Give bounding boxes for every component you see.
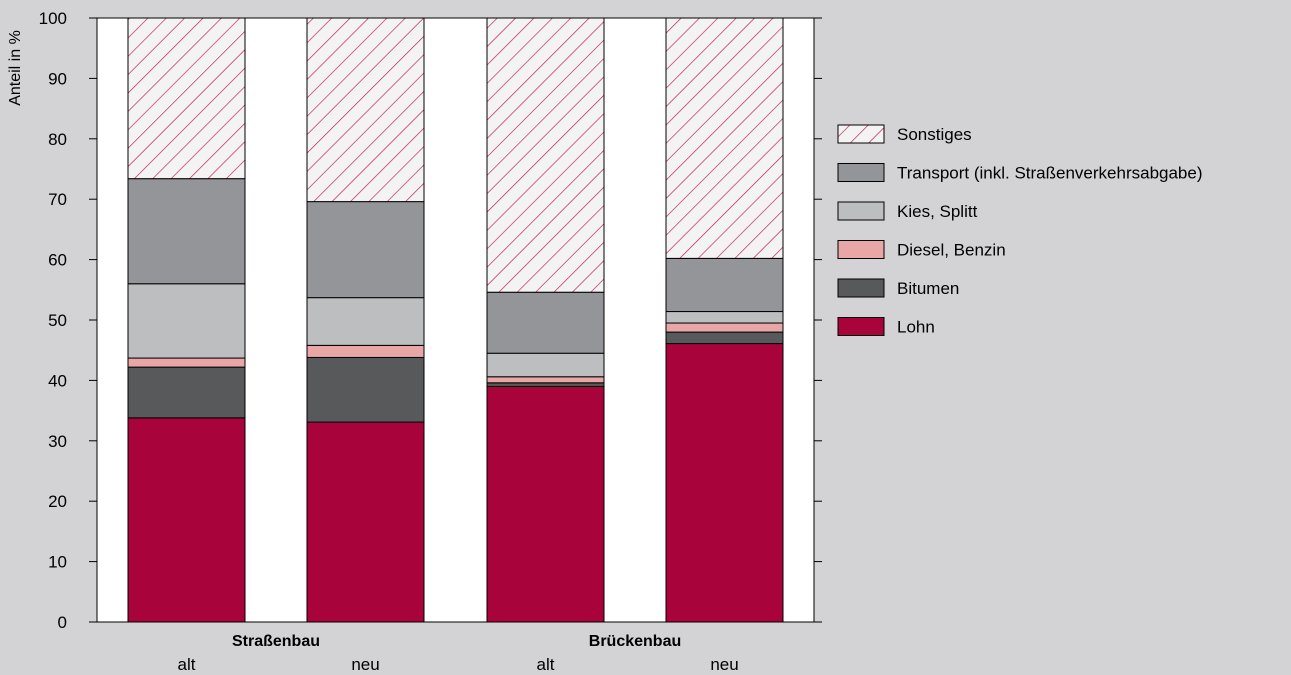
bar-segment-diesel-benzin — [486, 376, 605, 384]
y-tick-label: 10 — [48, 553, 67, 572]
bar-segment-diesel-benzin — [127, 357, 246, 368]
legend-swatch-transport-inkl-strassenverkehrsabgabe — [837, 163, 885, 182]
y-axis-title: Anteil in % — [7, 30, 24, 106]
x-bar-label: alt — [178, 655, 196, 674]
bar-segment-transport-inkl-strassenverkehrsabgabe — [486, 291, 605, 354]
y-tick-label: 100 — [39, 9, 67, 28]
plot-area: 0 10 20 30 40 50 60 70 80 90 100 Anteil in % alt neu a… — [7, 9, 822, 674]
bar-segment-kies-splitt — [306, 297, 425, 346]
bar-segment-transport-inkl-strassenverkehrsabgabe — [127, 178, 246, 285]
y-tick-label: 60 — [48, 251, 67, 270]
legend-label-diesel-benzin: Diesel, Benzin — [897, 241, 1006, 260]
y-tick-label: 70 — [48, 190, 67, 209]
legend-swatch-bitumen — [837, 278, 885, 298]
bar-segment-lohn — [486, 385, 605, 623]
y-tick-label: 50 — [48, 311, 67, 330]
bar-segment-lohn — [665, 343, 784, 623]
bar-segment-lohn — [306, 421, 425, 623]
x-bar-label: alt — [537, 655, 555, 674]
legend-swatch-diesel-benzin — [837, 240, 885, 259]
y-tick-label: 30 — [48, 432, 67, 451]
legend-label-bitumen: Bitumen — [897, 279, 959, 298]
legend-swatch-kies-splitt — [837, 201, 885, 221]
bar-segment-diesel-benzin — [665, 322, 784, 333]
x-bar-label: neu — [351, 655, 379, 674]
bar-segment-sonstiges — [306, 17, 425, 203]
bar-segment-transport-inkl-strassenverkehrsabgabe — [665, 257, 784, 313]
y-tick-label: 40 — [48, 371, 67, 390]
legend-label-lohn: Lohn — [897, 318, 935, 337]
x-group-label: Straßenbau — [232, 633, 320, 650]
legend-label-transport-inkl-strassenverkehrsabgabe: Transport (inkl. Straßenverkehrsabgabe) — [897, 164, 1203, 183]
legend-swatch-sonstiges — [837, 124, 885, 144]
y-tick-label: 20 — [48, 492, 67, 511]
legend-swatch-lohn — [837, 317, 885, 336]
legend: Sonstiges Transport (inkl. Straßenverkehr… — [837, 124, 1203, 337]
y-tick-label: 90 — [48, 69, 67, 88]
bar-segment-kies-splitt — [486, 352, 605, 378]
bar-segment-lohn — [127, 417, 246, 623]
y-tick-label: 0 — [58, 613, 67, 632]
bar-segment-diesel-benzin — [306, 344, 425, 358]
bar-segment-sonstiges — [665, 17, 784, 259]
bar-segment-bitumen — [306, 356, 425, 423]
bar-segment-kies-splitt — [127, 283, 246, 359]
x-bar-label: neu — [710, 655, 738, 674]
bar-segment-kies-splitt — [665, 311, 784, 324]
bar-segment-bitumen — [665, 331, 784, 345]
bar-segment-bitumen — [127, 366, 246, 419]
legend-label-kies-splitt: Kies, Splitt — [897, 202, 978, 221]
x-group-label: Brückenbau — [589, 633, 681, 650]
y-tick-label: 80 — [48, 130, 67, 149]
bar-segment-sonstiges — [486, 17, 605, 293]
bar-segment-bitumen — [486, 382, 605, 387]
bar-segment-sonstiges — [127, 17, 246, 180]
bar-segment-transport-inkl-strassenverkehrsabgabe — [306, 201, 425, 299]
legend-label-sonstiges: Sonstiges — [897, 125, 972, 144]
